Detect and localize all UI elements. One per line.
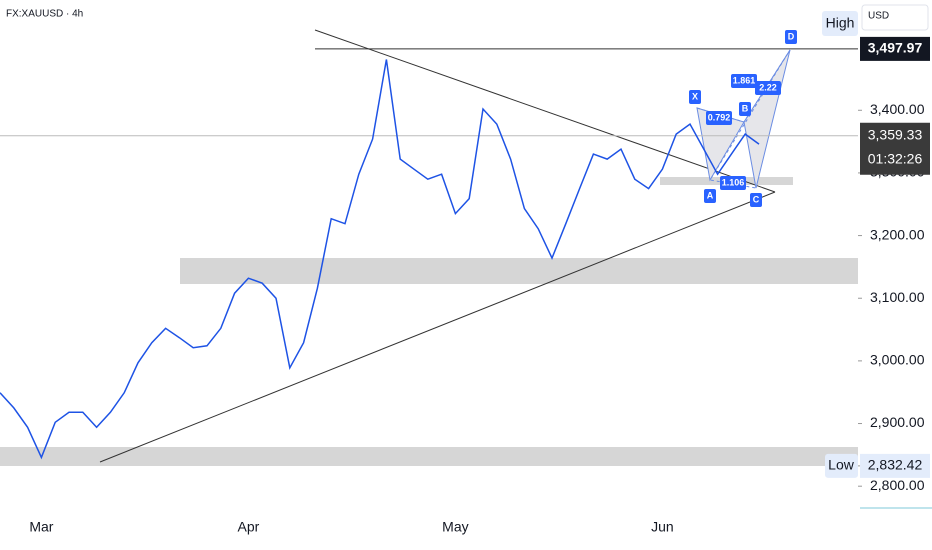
high-price-box — [860, 36, 930, 61]
last-price: 3,359.33 — [868, 126, 923, 142]
last-price-box — [860, 122, 930, 175]
low-price: 2,832.42 — [868, 457, 923, 473]
trendline — [314, 29, 776, 193]
low-price-box — [860, 453, 930, 478]
ratio-label: 2.22 — [759, 82, 777, 92]
pattern-point-box — [689, 90, 701, 104]
pattern-point-box — [704, 189, 716, 203]
zone — [0, 447, 858, 466]
low-tag: Low — [828, 457, 855, 473]
pattern-point-box — [750, 193, 762, 207]
ratio-box — [731, 74, 757, 88]
countdown: 01:32:26 — [868, 150, 923, 166]
y-tick-label: 3,100.00 — [870, 289, 925, 305]
high-price: 3,497.97 — [868, 40, 923, 56]
low-tag-box — [825, 453, 858, 478]
ratio-box — [720, 176, 746, 190]
high-tag: High — [826, 15, 855, 31]
pattern-point: C — [753, 194, 760, 204]
high-tag-box — [822, 11, 858, 36]
pattern-point: B — [742, 103, 749, 113]
y-tick-label: 2,900.00 — [870, 414, 925, 430]
x-tick-label: Apr — [238, 519, 260, 535]
ratio-label: 0.792 — [708, 112, 731, 122]
trendline — [99, 191, 776, 463]
price-line — [0, 59, 760, 460]
ratio-label: 1.861 — [733, 75, 756, 85]
ratio-box — [706, 111, 732, 125]
pattern-point: A — [707, 190, 714, 200]
y-tick-label: 3,400.00 — [870, 101, 925, 117]
pattern-point: D — [788, 31, 795, 41]
currency-box — [861, 4, 929, 31]
symbol-title: FX:XAUUSD · 4h — [6, 9, 83, 20]
x-tick-label: Mar — [29, 519, 53, 535]
pattern-point-box — [785, 30, 797, 44]
y-tick-label: 2,800.00 — [870, 477, 925, 493]
pattern-point-box — [739, 102, 751, 116]
ratio-label: 1.106 — [722, 177, 745, 187]
x-tick-label: May — [442, 519, 468, 535]
y-tick-label: 3,000.00 — [870, 352, 925, 368]
pattern-fill — [743, 49, 791, 189]
x-tick-label: Jun — [651, 519, 674, 535]
zone — [180, 258, 858, 284]
y-tick-label: 3,200.00 — [870, 226, 925, 242]
pattern-point: X — [692, 91, 698, 101]
ratio-box — [755, 81, 781, 95]
currency: USD — [868, 11, 889, 22]
